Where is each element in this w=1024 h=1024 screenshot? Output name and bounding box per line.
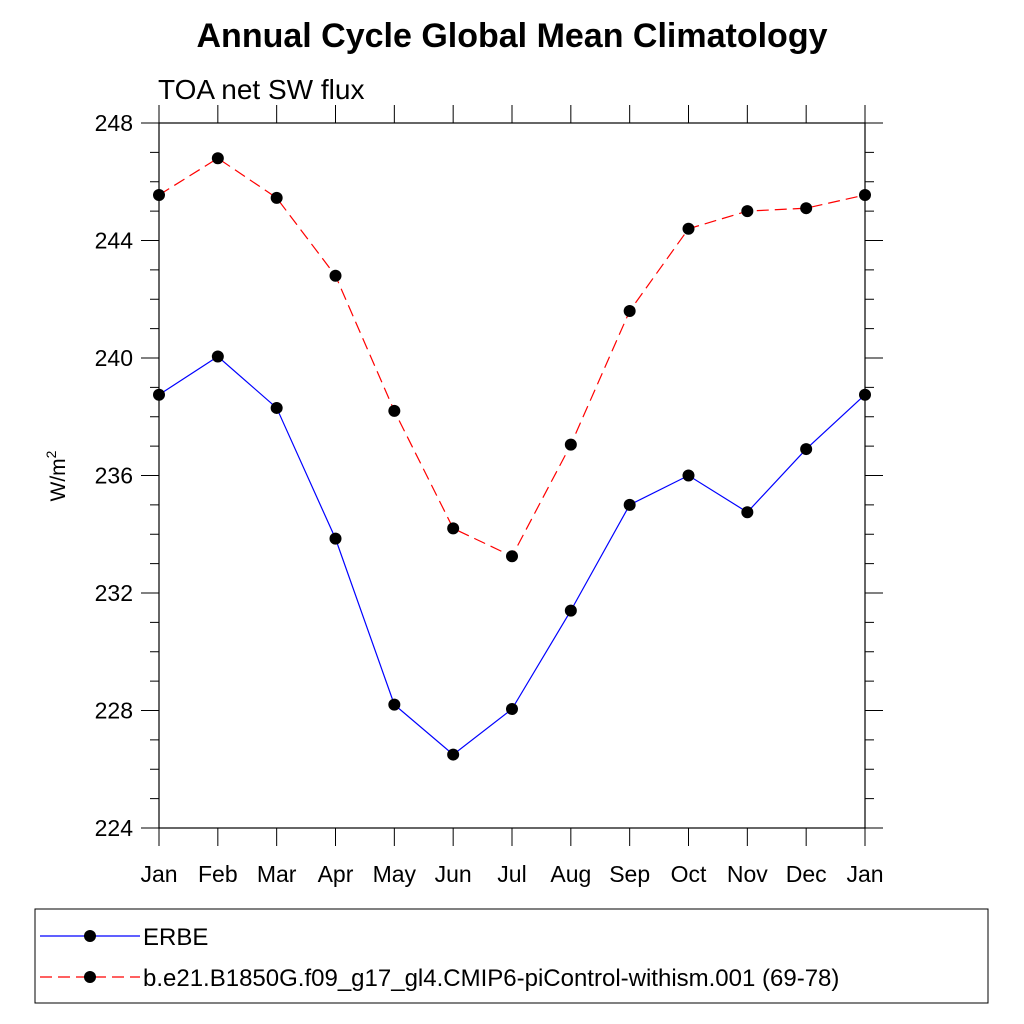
- y-tick-label: 248: [95, 110, 133, 136]
- series-2-point: [800, 202, 813, 215]
- series-1-point: [153, 388, 165, 401]
- chart-title: Annual Cycle Global Mean Climatology: [197, 17, 828, 55]
- legend: ERBE b.e21.B1850G.f09_g17_gl4.CMIP6-piCon…: [40, 924, 839, 992]
- y-tick-label: 236: [95, 463, 133, 489]
- series-2-point: [270, 191, 283, 204]
- series-1-point: [741, 506, 754, 519]
- legend-marker-2: [84, 971, 96, 983]
- legend-box: [34, 908, 989, 1004]
- x-tick-label: Sep: [609, 861, 650, 887]
- x-tick-label: May: [373, 861, 417, 887]
- series-2-point: [859, 188, 871, 201]
- series-2-point: [153, 188, 165, 201]
- y-tick-label: 240: [95, 345, 133, 371]
- x-tick-label: Mar: [257, 861, 297, 887]
- series-1-point: [800, 443, 813, 456]
- series-1-point: [270, 401, 283, 414]
- chart-subtitle: TOA net SW flux: [158, 74, 364, 105]
- series-1-point: [506, 703, 518, 716]
- x-tick-label: Jan: [140, 861, 177, 887]
- legend-label-1: ERBE: [143, 924, 208, 951]
- y-axis-label-superscript: 2: [43, 450, 59, 458]
- series-1-point: [211, 350, 224, 363]
- x-tick-label: Dec: [786, 861, 827, 887]
- series-1-point: [564, 604, 577, 617]
- x-tick-label: Nov: [727, 861, 768, 887]
- plot-frame: [158, 122, 866, 829]
- series-layer: [153, 152, 871, 761]
- series-2-point: [623, 305, 636, 317]
- series-1-point: [623, 498, 636, 511]
- x-tick-label: Jun: [435, 861, 472, 887]
- series-2-point: [506, 550, 518, 563]
- x-tick-label: Apr: [318, 861, 354, 887]
- y-axis-label: W/m2: [43, 450, 70, 501]
- series-1-point: [388, 698, 401, 711]
- x-tick-label: Feb: [198, 861, 238, 887]
- y-tick-label: 224: [95, 815, 134, 841]
- series-1-point: [682, 469, 695, 482]
- series-1-point: [859, 388, 871, 401]
- y-tick-label: 232: [95, 580, 133, 606]
- x-tick-label: Jan: [846, 861, 883, 887]
- series-2-point: [682, 222, 695, 235]
- legend-label-2: b.e21.B1850G.f09_g17_gl4.CMIP6-piControl…: [143, 965, 839, 992]
- x-tick-label: Aug: [550, 861, 591, 887]
- series-1-point: [329, 532, 342, 545]
- series-line-2: [158, 157, 866, 558]
- series-2-point: [447, 522, 460, 535]
- series-2-point: [329, 269, 342, 282]
- series-2-point: [741, 205, 754, 218]
- series-2-point: [388, 404, 401, 417]
- y-tick-label: 228: [95, 698, 133, 724]
- y-tick-label: 244: [95, 228, 134, 254]
- series-1-point: [447, 748, 460, 761]
- x-tick-label: Oct: [671, 861, 707, 887]
- legend-marker-1: [84, 930, 96, 942]
- y-axis-label-units: W/m: [47, 458, 70, 501]
- plot-axes: 224 228 232 236 240 244 248 Jan Feb Mar Apr May Jun J…: [95, 105, 884, 887]
- x-tick-label: Jul: [497, 861, 526, 887]
- series-2-point: [564, 438, 577, 451]
- series-2-point: [211, 152, 224, 165]
